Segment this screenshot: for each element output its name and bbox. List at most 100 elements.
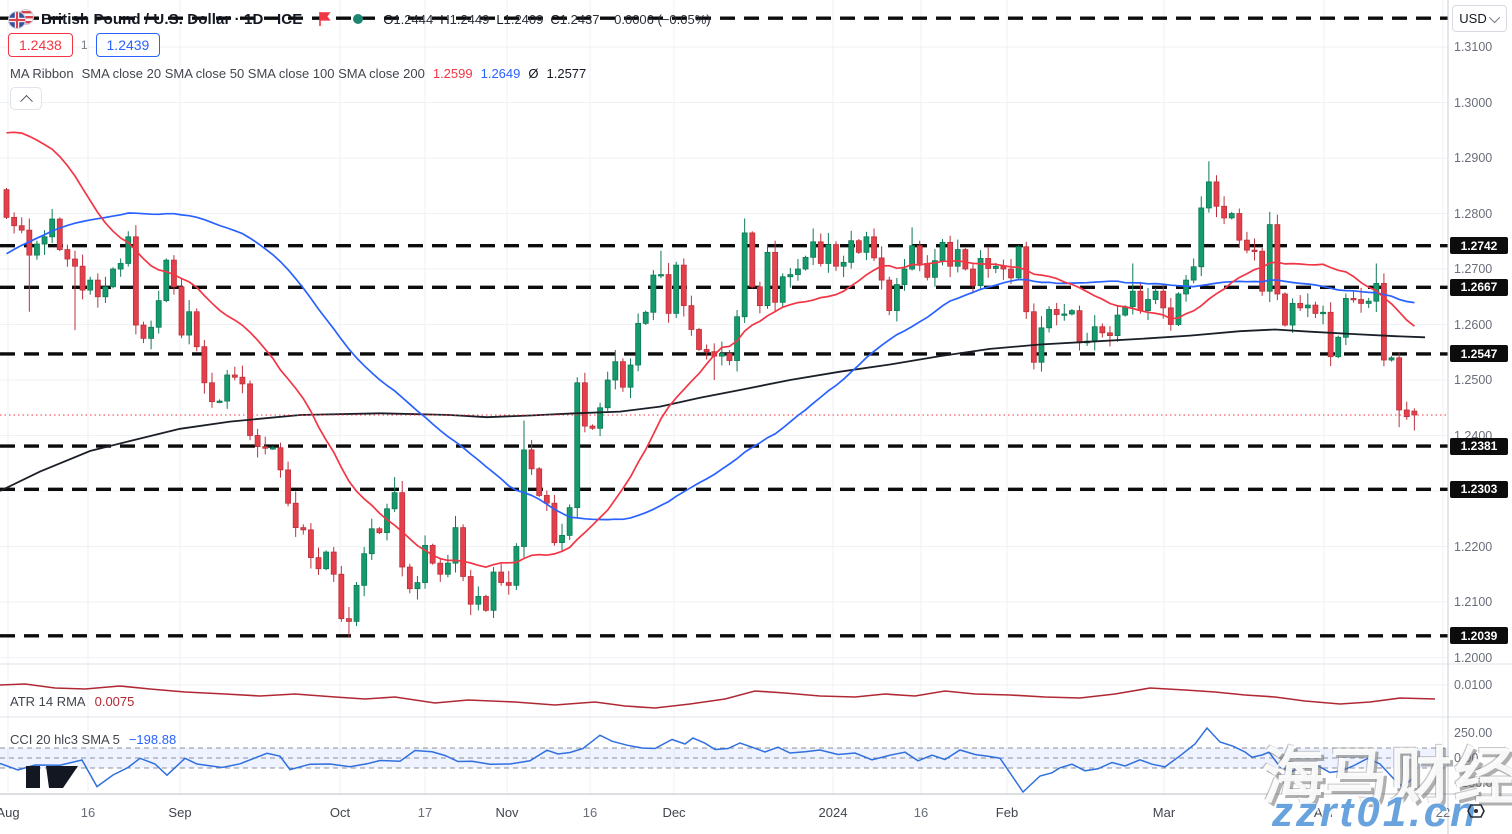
cci-tick-label: 0.00: [1454, 751, 1479, 765]
candle: [18, 225, 25, 231]
time-tick-label[interactable]: Feb: [995, 805, 1019, 820]
candle: [346, 618, 352, 622]
candle: [833, 244, 839, 267]
price-level-label: 1.2303: [1450, 480, 1508, 498]
candle: [1152, 290, 1159, 300]
atr-label[interactable]: ATR 14 RMA: [10, 694, 86, 709]
candle: [505, 582, 512, 586]
sell-button[interactable]: 1.2438: [8, 33, 73, 57]
chevron-up-icon: [19, 94, 33, 108]
time-tick-label[interactable]: Mar: [1152, 805, 1176, 820]
candle: [186, 311, 193, 336]
collapse-indicator-button[interactable]: [10, 87, 42, 110]
candle: [787, 274, 794, 278]
candle: [1030, 311, 1037, 363]
time-tick-label[interactable]: 16: [913, 805, 929, 820]
candle: [543, 495, 550, 504]
candle: [353, 584, 360, 622]
candle: [1107, 332, 1113, 337]
time-tick-label[interactable]: Nov: [495, 805, 519, 820]
buy-button[interactable]: 1.2439: [95, 33, 161, 57]
candle: [338, 573, 345, 620]
ohlc-readout: O1.2444 H1.2449 L1.2409 C1.2437 −0.0006 …: [383, 12, 710, 27]
candle: [1137, 290, 1144, 312]
candle: [1008, 268, 1014, 279]
candle: [102, 286, 109, 298]
candle: [802, 256, 809, 270]
time-tick-label[interactable]: Apr: [1313, 805, 1335, 820]
candle: [277, 447, 284, 471]
candle: [315, 557, 322, 570]
time-tick-label[interactable]: Oct: [329, 805, 351, 820]
open-value: 1.2444: [393, 11, 434, 27]
currency-unit-dropdown[interactable]: USD: [1452, 5, 1507, 32]
cci-label[interactable]: CCI 20 hlc3 SMA 5: [10, 732, 120, 747]
candle: [330, 551, 337, 575]
candle: [285, 469, 291, 504]
candle: [292, 502, 299, 529]
candle: [437, 562, 444, 575]
candle: [262, 446, 269, 449]
time-tick-label[interactable]: Sep: [168, 805, 192, 820]
candle: [939, 241, 946, 262]
price-tick-label: 1.2600: [1454, 317, 1493, 332]
time-tick-label[interactable]: 16: [80, 805, 96, 820]
candle: [863, 236, 870, 253]
candle: [11, 216, 18, 227]
market-status-icon[interactable]: [353, 14, 364, 24]
price-level-label: 1.2742: [1450, 237, 1508, 255]
candle: [49, 218, 56, 238]
candle: [300, 527, 307, 531]
candle: [1099, 326, 1106, 334]
time-tick-label[interactable]: 2024: [818, 805, 848, 820]
ma-ribbon-title[interactable]: MA Ribbon: [10, 66, 74, 81]
time-tick-label[interactable]: Dec: [662, 805, 686, 820]
candle: [254, 435, 261, 448]
time-tick-label[interactable]: 22: [1435, 805, 1451, 820]
candle: [718, 352, 725, 357]
candle: [1342, 298, 1349, 338]
cci-legend: CCI 20 hlc3 SMA 5 −198.88: [10, 732, 176, 747]
candle: [741, 232, 748, 318]
close-label: C: [550, 11, 560, 27]
candle: [658, 274, 664, 277]
atr-legend: ATR 14 RMA 0.0075: [10, 694, 134, 709]
price-level-label: 1.2381: [1450, 437, 1508, 455]
candle: [871, 236, 877, 259]
close-value: 1.2437: [559, 11, 600, 27]
time-tick-label[interactable]: Aug: [0, 805, 20, 820]
candle: [1221, 205, 1227, 219]
sma50-value: 1.2649: [480, 66, 521, 81]
candle: [475, 596, 482, 605]
candle: [620, 361, 626, 388]
candle: [444, 562, 451, 575]
candle: [1015, 246, 1022, 279]
high-label: H: [440, 11, 450, 27]
candle: [467, 576, 474, 605]
sma50-line: [6, 212, 1415, 521]
candle: [1274, 224, 1281, 295]
price-tick-label: 1.3100: [1454, 40, 1493, 54]
candle: [581, 382, 588, 427]
alert-flag-icon[interactable]: [318, 11, 331, 27]
candle: [962, 249, 969, 270]
candle: [1388, 357, 1395, 361]
candle: [1358, 299, 1364, 304]
candle: [924, 263, 931, 278]
candle: [140, 324, 147, 339]
candle: [1167, 307, 1174, 325]
candle: [901, 268, 908, 285]
time-tick-label[interactable]: 17: [417, 805, 433, 820]
candle: [932, 260, 938, 278]
candle: [1266, 224, 1273, 292]
candle: [1069, 310, 1075, 315]
axis-settings-icon[interactable]: [1466, 801, 1486, 826]
symbol-title[interactable]: British Pound / U.S. Dollar · 1D · ICE: [41, 10, 303, 28]
candle: [376, 528, 383, 534]
time-tick-label[interactable]: 16: [582, 805, 598, 820]
candle: [422, 544, 428, 583]
candle: [521, 449, 527, 547]
candle: [696, 329, 702, 350]
